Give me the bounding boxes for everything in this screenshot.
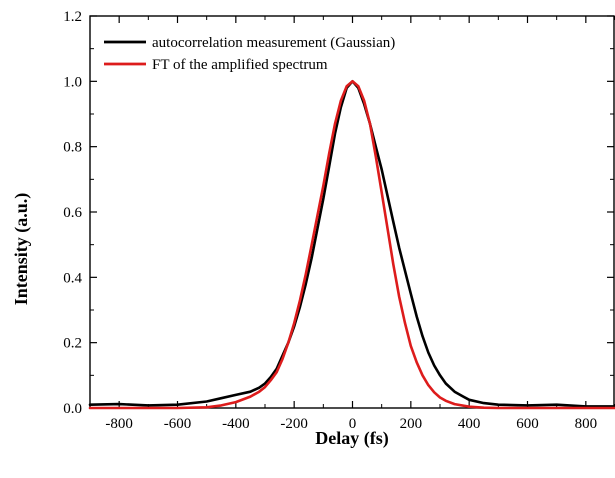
series-layer <box>88 80 615 410</box>
legend-label: autocorrelation measurement (Gaussian) <box>152 35 395 51</box>
series-line-1 <box>88 80 615 408</box>
y-tick-label: 0.4 <box>63 270 82 286</box>
y-tick-label: 0.0 <box>63 401 82 417</box>
legend: autocorrelation measurement (Gaussian) FT… <box>104 35 395 73</box>
x-axis-title: Delay (fs) <box>315 428 388 449</box>
plot-frame <box>89 15 615 409</box>
x-tick-label: -200 <box>280 416 308 432</box>
y-axis-title: Intensity (a.u.) <box>11 193 32 306</box>
plot-border <box>89 15 615 409</box>
x-tick-label: -400 <box>222 416 250 432</box>
y-tick-label: 0.8 <box>63 140 82 156</box>
legend-label: FT of the amplified spectrum <box>152 57 328 73</box>
x-tick-label: 400 <box>458 416 481 432</box>
x-tick-label: 200 <box>400 416 423 432</box>
series-line-2 <box>88 80 615 410</box>
y-tick-label: 1.0 <box>63 74 82 90</box>
x-tick-label: 600 <box>516 416 539 432</box>
x-tick-label: -800 <box>105 416 133 432</box>
y-tick-label: 0.6 <box>63 205 82 221</box>
y-tick-label: 0.2 <box>63 336 82 352</box>
y-tick-label: 1.2 <box>63 9 82 25</box>
x-tick-label: 0 <box>349 416 357 432</box>
y-axis: 0.0 0.2 0.4 0.6 0.8 1.0 1.2 <box>63 9 614 417</box>
x-axis: -800 -600 -400 -200 0 200 400 600 800 <box>89 16 615 432</box>
x-tick-label: -600 <box>164 416 192 432</box>
x-tick-label: 800 <box>575 416 598 432</box>
